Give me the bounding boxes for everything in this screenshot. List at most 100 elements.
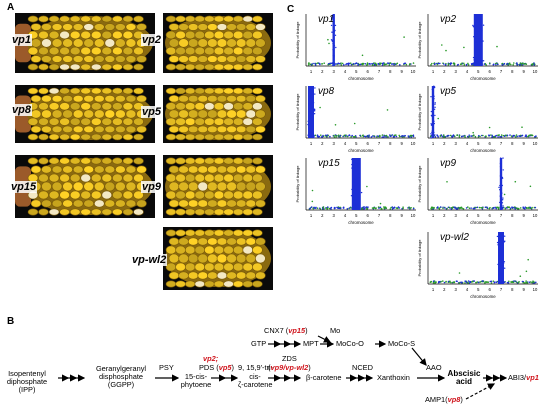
y-axis-label: Probability of linkage <box>295 21 300 59</box>
ipp-label: Isopentenyl diphosphate (IPP) <box>6 369 48 394</box>
chromosome-tick: 8 <box>389 213 392 218</box>
y-axis-label: Probability of linkage <box>417 165 422 203</box>
mapping-plot-title: vp15 <box>318 158 340 169</box>
chromosome-tick: 2 <box>443 213 446 218</box>
x-axis-label: chromosome <box>470 148 496 153</box>
chromosome-tick: 6 <box>488 213 491 218</box>
vp15-gene-label: vp15 <box>288 326 306 335</box>
chromosome-tick: 6 <box>366 69 369 74</box>
chromosome-tick: 2 <box>321 213 324 218</box>
chromosome-tick: 3 <box>332 213 335 218</box>
chromosome-tick: 10 <box>411 141 416 146</box>
chromosome-tick: 2 <box>321 141 324 146</box>
ear-photo-vp5 <box>163 85 273 143</box>
x-axis-label: chromosome <box>470 220 496 225</box>
mapping-plot-title: vp-wl2 <box>440 232 469 243</box>
moco-s-label: MoCo-S <box>388 339 416 348</box>
mapping-plot-svg: Probability of linkage 1 2 3 4 5 6 7 8 9 10 chromos… <box>417 157 538 225</box>
chromosome-tick: 6 <box>366 213 369 218</box>
mapping-plot-vp2: Probability of linkage 1 2 3 4 5 6 7 8 9 10 chromos… <box>417 12 542 82</box>
mapping-plot-svg: Probability of linkage 1 2 3 4 5 6 7 8 9 10 chromos… <box>417 14 538 81</box>
ear-photo-vp-wl2 <box>163 227 273 290</box>
ggpp-label: Geranylgeranyl disphosphate (GGPP) <box>95 364 147 389</box>
amp1-label: AMP1(vp8) <box>425 395 463 404</box>
carotene-label-line1: 9, 15,9'-tri- <box>238 363 274 372</box>
zds-label: ZDS <box>282 354 297 363</box>
mapping-plot-svg: Probability of linkage 1 2 3 4 5 6 7 8 9 10 chromos… <box>295 158 416 225</box>
chromosome-tick: 5 <box>477 287 480 292</box>
y-axis-label: Probability of linkage <box>295 93 300 131</box>
mapping-plot-vp1: Probability of linkage 1 2 3 4 5 6 7 8 9 10 chromos… <box>295 12 420 82</box>
mutant-label-vp2: vp2 <box>141 34 162 46</box>
vp5-gene-label: vp5 <box>218 363 232 372</box>
chromosome-tick: 4 <box>466 141 469 146</box>
chromosome-tick: 7 <box>378 213 381 218</box>
mapping-plot-svg: Probability of linkage 1 2 3 4 5 6 7 8 9 10 chromos… <box>295 86 416 153</box>
chromosome-tick: 1 <box>432 69 435 74</box>
linkage-peak <box>351 158 361 210</box>
chromosome-tick: 1 <box>432 287 435 292</box>
chromosome-tick: 1 <box>432 213 435 218</box>
mapping-plot-vp9: Probability of linkage 1 2 3 4 5 6 7 8 9 10 chromos… <box>417 156 542 226</box>
mapping-plot-title: vp5 <box>440 86 457 97</box>
chromosome-tick: 3 <box>454 213 457 218</box>
chromosome-tick: 3 <box>332 141 335 146</box>
chromosome-tick: 7 <box>500 213 503 218</box>
linkage-peak <box>498 232 504 284</box>
mutant-label-vp15: vp15 <box>10 181 38 193</box>
psy-label: PSY <box>159 363 174 372</box>
chromosome-tick: 10 <box>411 69 416 74</box>
chromosome-tick: 9 <box>400 69 403 74</box>
mutant-label-vp5: vp5 <box>141 106 162 118</box>
chromosome-tick: 4 <box>344 69 347 74</box>
chromosome-tick: 6 <box>366 141 369 146</box>
mo-label: Mo <box>330 326 341 335</box>
beta-carotene-label: β-carotene <box>306 373 342 382</box>
chromosome-tick: 4 <box>466 213 469 218</box>
y-axis-label: Probability of linkage <box>417 239 422 277</box>
chromosome-tick: 5 <box>477 141 480 146</box>
ear-photo-vp9 <box>163 155 273 218</box>
chromosome-tick: 7 <box>500 69 503 74</box>
chromosome-tick: 9 <box>522 287 525 292</box>
mutant-label-vp1: vp1 <box>11 34 32 46</box>
linkage-peak <box>431 86 435 138</box>
mapping-plot-svg: Probability of linkage 1 2 3 4 5 6 7 8 9 10 chromos… <box>417 232 538 299</box>
ear-photo-vp15 <box>15 155 155 218</box>
cnx7-label: CNX7 (vp15) <box>264 326 308 335</box>
chromosome-tick: 7 <box>378 141 381 146</box>
chromosome-tick: 2 <box>321 69 324 74</box>
y-axis-label: Probability of linkage <box>417 21 422 59</box>
panel-label-b: B <box>7 316 15 327</box>
chromosome-tick: 2 <box>443 287 446 292</box>
chromosome-tick: 4 <box>466 69 469 74</box>
chromosome-tick: 10 <box>533 213 538 218</box>
mpt-label: MPT <box>303 339 319 348</box>
y-axis-label: Probability of linkage <box>295 165 300 203</box>
chromosome-tick: 9 <box>522 213 525 218</box>
xanthoxin-label: Xanthoxin <box>377 373 410 382</box>
mapping-plot-vp15: Probability of linkage 1 2 3 4 5 6 7 8 9 10 chromos… <box>295 156 420 226</box>
chromosome-tick: 10 <box>411 213 416 218</box>
panel-label-a: A <box>7 2 15 13</box>
y-axis-label: Probability of linkage <box>417 93 422 131</box>
chromosome-tick: 9 <box>400 213 403 218</box>
corn-ear-drawing <box>163 227 273 290</box>
x-axis-label: chromosome <box>348 148 374 153</box>
gtp-label: GTP <box>251 339 267 348</box>
chromosome-tick: 10 <box>533 69 538 74</box>
chromosome-tick: 9 <box>400 141 403 146</box>
linkage-peak <box>473 14 483 66</box>
mutant-label-vp9: vp9 <box>141 181 162 193</box>
chromosome-tick: 9 <box>522 69 525 74</box>
mapping-plot-title: vp8 <box>318 86 335 97</box>
vp9-vpwl2-gene-label: vp9/vp-wl2 <box>270 363 309 372</box>
chromosome-tick: 7 <box>378 69 381 74</box>
corn-ear-drawing <box>15 155 155 218</box>
chromosome-tick: 5 <box>355 141 358 146</box>
chromosome-tick: 1 <box>310 69 313 74</box>
chromosome-tick: 4 <box>344 141 347 146</box>
linkage-peak <box>332 14 335 66</box>
chromosome-tick: 5 <box>477 213 480 218</box>
